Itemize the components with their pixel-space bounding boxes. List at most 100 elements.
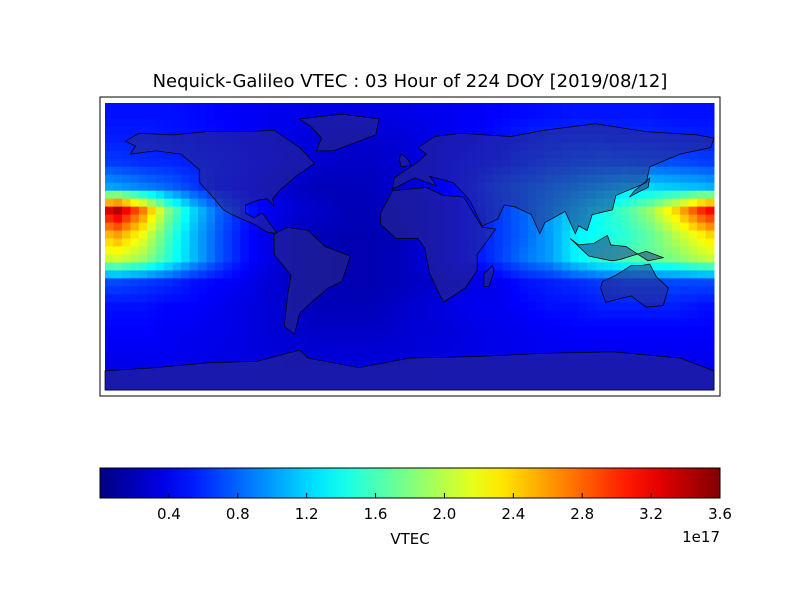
heatmap-cell <box>341 270 351 279</box>
heatmap-cell <box>105 222 114 232</box>
heatmap-cell <box>223 126 233 136</box>
heatmap-cell <box>240 334 250 343</box>
heatmap-cell <box>688 103 698 112</box>
heatmap-cell <box>477 326 487 335</box>
heatmap-cell <box>409 342 419 351</box>
heatmap-cell <box>358 174 368 184</box>
heatmap-cell <box>155 214 165 224</box>
heatmap-cell <box>248 318 258 327</box>
heatmap-cell <box>553 334 563 343</box>
heatmap-cell <box>468 342 478 351</box>
heatmap-cell <box>248 310 258 319</box>
heatmap-cell <box>138 126 148 136</box>
heatmap-cell <box>392 142 402 152</box>
heatmap-cell <box>705 110 715 120</box>
heatmap-cell <box>333 222 343 232</box>
heatmap-cell <box>265 262 275 271</box>
heatmap-cell <box>527 270 537 279</box>
heatmap-cell <box>426 126 436 136</box>
heatmap-cell <box>358 182 368 192</box>
heatmap-cell <box>426 294 436 303</box>
landmass-south-america <box>273 227 351 335</box>
heatmap-cell <box>468 206 478 216</box>
heatmap-cell <box>604 310 613 319</box>
heatmap-cell <box>274 310 284 319</box>
heatmap-cell <box>511 118 520 128</box>
heatmap-cell <box>214 230 224 240</box>
heatmap-cell <box>417 294 427 303</box>
heatmap-cell <box>223 286 233 295</box>
heatmap-cell <box>663 246 673 255</box>
heatmap-cell <box>206 262 216 271</box>
heatmap-cell <box>130 286 140 295</box>
heatmap-cell <box>587 230 597 240</box>
heatmap-cell <box>375 318 385 327</box>
heatmap-cell <box>401 118 410 128</box>
heatmap-cell <box>519 214 529 224</box>
heatmap-cell <box>358 103 368 112</box>
heatmap-cell <box>468 294 478 303</box>
heatmap-cell <box>138 294 148 303</box>
heatmap-cell <box>375 214 385 224</box>
heatmap-cell <box>646 103 656 112</box>
heatmap-cell <box>646 198 656 208</box>
heatmap-cell <box>637 230 647 240</box>
heatmap-cell <box>688 182 698 192</box>
heatmap-cell <box>629 326 639 335</box>
heatmap-cell <box>434 342 444 351</box>
heatmap-cell <box>358 286 368 295</box>
heatmap-cell <box>181 198 191 208</box>
heatmap-cell <box>409 350 419 359</box>
heatmap-cell <box>130 358 140 367</box>
heatmap-cell <box>308 103 317 112</box>
heatmap-cell <box>138 358 148 367</box>
heatmap-cell <box>189 206 199 216</box>
heatmap-cell <box>265 326 275 335</box>
heatmap-cell <box>527 294 537 303</box>
heatmap-cell <box>392 318 402 327</box>
heatmap-cell <box>367 182 377 192</box>
heatmap-cell <box>595 294 605 303</box>
heatmap-cell <box>460 126 470 136</box>
heatmap-cell <box>198 222 207 232</box>
heatmap-cell <box>231 262 241 271</box>
heatmap-cell <box>417 262 427 271</box>
heatmap-cell <box>620 238 630 247</box>
heatmap-cell <box>189 286 199 295</box>
heatmap-cell <box>265 302 275 311</box>
heatmap-cell <box>147 158 157 168</box>
heatmap-cell <box>121 358 131 367</box>
heatmap-cell <box>434 103 444 112</box>
heatmap-cell <box>172 182 182 192</box>
heatmap-cell <box>130 350 140 359</box>
heatmap-cell <box>587 318 597 327</box>
heatmap-cell <box>231 254 241 263</box>
heatmap-cell <box>536 270 546 279</box>
heatmap-cell <box>637 318 647 327</box>
heatmap-cell <box>341 206 351 216</box>
heatmap-cell <box>358 142 368 152</box>
heatmap-cell <box>451 350 461 359</box>
heatmap-cell <box>671 158 681 168</box>
heatmap-cell <box>443 334 453 343</box>
heatmap-cell <box>375 166 385 176</box>
heatmap-cell <box>384 254 394 263</box>
heatmap-cell <box>324 350 334 359</box>
heatmap-cell <box>375 246 385 255</box>
heatmap-cell <box>121 318 131 327</box>
heatmap-cell <box>460 110 470 120</box>
heatmap-cell <box>164 103 174 112</box>
heatmap-cell <box>308 182 317 192</box>
heatmap-cell <box>485 110 495 120</box>
heatmap-cell <box>663 278 673 287</box>
heatmap-cell <box>155 358 165 367</box>
heatmap-cell <box>620 334 630 343</box>
heatmap-cell <box>333 302 343 311</box>
heatmap-cell <box>333 334 343 343</box>
heatmap-cell <box>316 326 326 335</box>
heatmap-cell <box>333 326 343 335</box>
heatmap-cell <box>426 342 436 351</box>
heatmap-cell <box>384 230 394 240</box>
heatmap-cell <box>519 286 529 295</box>
heatmap-cell <box>426 326 436 335</box>
